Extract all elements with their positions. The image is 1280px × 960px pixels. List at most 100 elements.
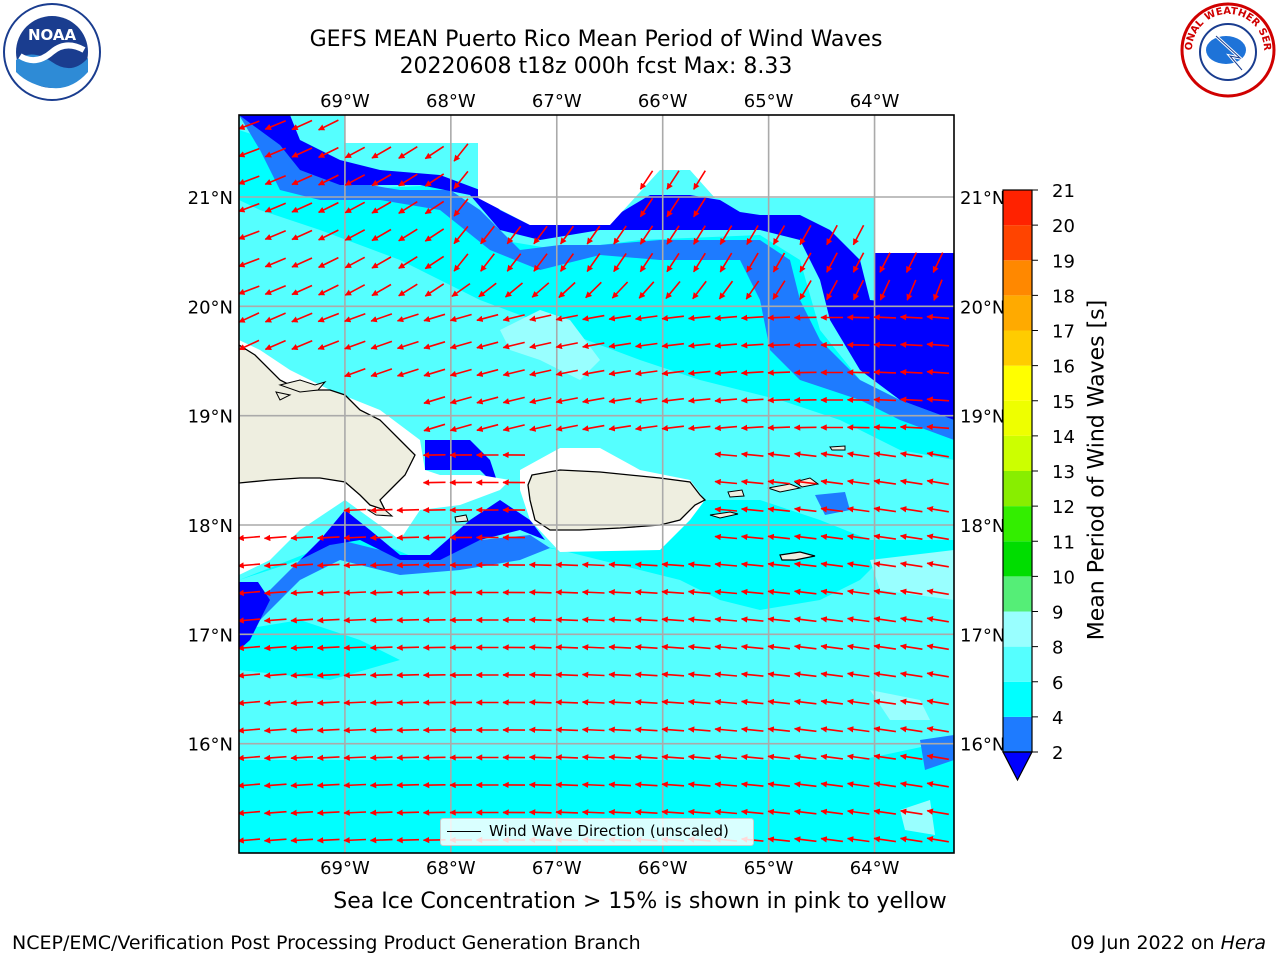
wind-arrow <box>926 423 950 431</box>
wind-arrow <box>559 225 575 245</box>
wind-arrow <box>343 589 367 596</box>
wind-arrow <box>687 781 711 788</box>
wind-arrow <box>398 228 418 242</box>
wind-arrow <box>611 281 629 299</box>
wind-arrow <box>239 202 260 213</box>
wind-arrow <box>793 561 817 568</box>
wind-arrow <box>582 369 605 377</box>
lon-tick-label-top: 64°W <box>850 91 900 112</box>
wind-arrow <box>873 808 897 815</box>
wind-arrow <box>820 506 844 513</box>
wind-arrow <box>316 727 340 734</box>
wind-arrow <box>453 170 469 190</box>
wind-arrow <box>343 809 367 816</box>
wind-arrow <box>899 561 923 568</box>
lat-tick-label-right: 21°N <box>960 188 1005 209</box>
noaa-logo: NOAA <box>2 2 102 102</box>
wind-arrow <box>852 224 865 246</box>
wind-arrow <box>740 369 764 377</box>
wind-arrow <box>555 342 578 350</box>
wind-arrow <box>581 781 605 788</box>
wind-arrow <box>634 561 658 568</box>
wind-arrow <box>480 225 495 245</box>
wind-arrow <box>290 644 314 652</box>
wind-arrow <box>873 341 897 349</box>
wind-arrow <box>239 589 261 597</box>
wind-arrow <box>239 562 261 569</box>
wind-arrow <box>291 119 313 131</box>
wind-arrow <box>767 341 791 349</box>
wind-arrow <box>239 339 260 351</box>
wind-arrow <box>714 424 738 432</box>
wind-arrow <box>396 644 420 651</box>
wind-arrow <box>799 225 812 246</box>
wind-arrow <box>529 314 552 322</box>
colorbar-segment <box>1003 260 1032 296</box>
wind-arrow <box>344 367 366 378</box>
wind-arrow <box>661 753 685 761</box>
wind-arrow <box>661 698 685 706</box>
wind-arrow <box>926 478 949 486</box>
wind-arrow <box>396 534 420 541</box>
wind-arrow <box>608 370 632 377</box>
wind-arrow <box>502 314 525 322</box>
wind-arrow <box>369 671 393 679</box>
field-2-4-south <box>239 535 550 650</box>
wind-arrow <box>555 754 579 761</box>
wind-arrow <box>899 314 923 321</box>
colorbar-extend-arrow <box>1002 751 1033 782</box>
wind-arrow <box>926 835 949 843</box>
wind-arrow <box>846 533 870 540</box>
wind-arrow <box>396 809 420 816</box>
wind-arrow <box>926 533 949 541</box>
wind-arrow <box>239 257 260 268</box>
wind-arrow <box>714 698 738 706</box>
wind-arrow <box>634 397 658 404</box>
wind-arrow <box>581 589 605 596</box>
colorbar-segment <box>1003 365 1032 401</box>
colorbar-tick-label: 13 <box>1052 462 1075 483</box>
wind-arrow <box>290 617 314 624</box>
date-stamp: 09 Jun 2022 on Hera <box>1071 932 1266 954</box>
wind-arrow <box>608 781 632 788</box>
wind-arrow <box>714 342 738 349</box>
wind-arrow <box>264 175 287 185</box>
wind-arrow <box>926 753 949 761</box>
wind-arrow <box>714 616 738 623</box>
wind-arrow <box>906 279 917 301</box>
wind-arrow <box>634 726 658 733</box>
wind-arrow <box>687 342 711 349</box>
wind-arrow <box>634 808 658 816</box>
wind-arrow <box>661 397 684 404</box>
wind-arrow <box>638 281 655 299</box>
wind-arrow <box>290 809 314 817</box>
wind-arrow <box>239 837 261 844</box>
wind-arrow <box>504 282 524 298</box>
lat-tick-label-right: 17°N <box>960 625 1005 646</box>
wind-arrow <box>423 368 446 378</box>
wind-arrow <box>693 170 706 190</box>
wind-arrow <box>926 670 949 678</box>
wind-arrow <box>476 423 499 432</box>
land-stcroix <box>779 551 816 561</box>
wind-arrow <box>424 145 445 160</box>
wind-arrow <box>899 424 923 431</box>
wind-arrow <box>555 671 579 679</box>
wind-arrow <box>639 170 654 190</box>
colorbar-tick-label: 2 <box>1052 743 1063 764</box>
wind-arrow <box>396 589 420 596</box>
wind-arrow <box>396 313 419 323</box>
wind-arrow <box>528 699 552 706</box>
wind-arrow <box>740 616 764 623</box>
wind-arrow <box>714 397 738 404</box>
wind-arrow <box>316 534 340 541</box>
wind-arrow <box>528 671 552 679</box>
colorbar-segment <box>1003 471 1032 507</box>
wind-arrow <box>740 424 764 432</box>
lat-tick-label-left: 20°N <box>188 297 233 318</box>
wind-arrow <box>772 225 786 246</box>
wind-arrow <box>291 340 313 350</box>
wind-arrow <box>318 174 339 186</box>
wind-arrow <box>581 616 605 623</box>
wind-arrow <box>852 279 865 301</box>
